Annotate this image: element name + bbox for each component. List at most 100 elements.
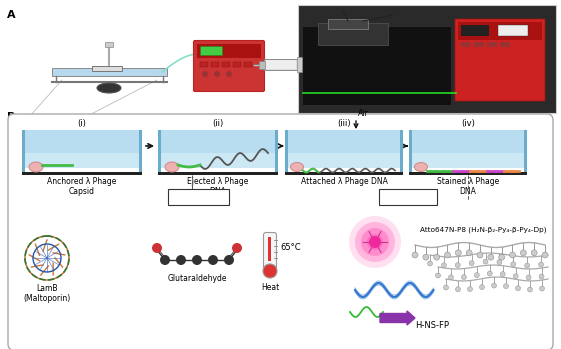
Bar <box>25 130 139 153</box>
Text: Ejection: Ejection <box>182 192 216 201</box>
Text: Heat: Heat <box>261 283 279 292</box>
Circle shape <box>466 250 472 256</box>
Circle shape <box>516 286 521 291</box>
Text: Ejected λ Phage
DNA: Ejected λ Phage DNA <box>187 177 249 196</box>
Bar <box>233 62 241 67</box>
Ellipse shape <box>415 163 427 171</box>
Bar <box>158 172 278 175</box>
Circle shape <box>480 285 485 290</box>
Circle shape <box>477 252 483 258</box>
Bar <box>161 130 275 153</box>
Text: Atto647N-P8 (H₂N-β₂-Py₄-β-Py₄-Dp): Atto647N-P8 (H₂N-β₂-Py₄-β-Py₄-Dp) <box>420 227 546 233</box>
Circle shape <box>442 263 447 268</box>
Bar <box>52 68 167 76</box>
FancyBboxPatch shape <box>194 40 264 91</box>
Bar <box>500 42 510 47</box>
Circle shape <box>160 255 170 265</box>
Text: (i): (i) <box>77 119 86 128</box>
Bar <box>158 130 161 172</box>
Circle shape <box>488 254 494 260</box>
Text: Staining: Staining <box>391 192 426 201</box>
Bar <box>264 59 299 70</box>
Circle shape <box>369 236 381 248</box>
Circle shape <box>474 273 479 278</box>
Circle shape <box>531 250 537 256</box>
Bar <box>285 130 288 172</box>
Bar <box>22 130 25 172</box>
Bar <box>266 60 296 69</box>
Bar <box>409 172 527 175</box>
FancyBboxPatch shape <box>379 188 438 205</box>
Circle shape <box>208 255 218 265</box>
Circle shape <box>263 264 277 278</box>
Bar <box>200 46 222 55</box>
Bar <box>200 62 208 67</box>
Circle shape <box>176 255 186 265</box>
Bar <box>474 42 484 47</box>
Circle shape <box>500 272 505 277</box>
Bar <box>400 130 403 172</box>
Circle shape <box>526 275 531 280</box>
Circle shape <box>434 254 440 260</box>
Circle shape <box>539 262 544 267</box>
Bar <box>269 237 272 261</box>
Circle shape <box>448 275 453 280</box>
Bar <box>487 42 497 47</box>
Circle shape <box>491 283 496 288</box>
Bar <box>409 130 412 172</box>
Bar <box>458 22 542 40</box>
Circle shape <box>509 252 516 258</box>
Bar <box>211 62 219 67</box>
Bar <box>288 130 400 153</box>
Circle shape <box>456 287 461 292</box>
FancyBboxPatch shape <box>455 19 545 101</box>
Circle shape <box>504 284 508 289</box>
Text: (iii): (iii) <box>337 119 351 128</box>
Bar <box>161 153 275 168</box>
Circle shape <box>435 273 440 278</box>
Text: A: A <box>7 10 16 20</box>
Text: Attached λ Phage DNA: Attached λ Phage DNA <box>301 177 388 186</box>
Circle shape <box>456 250 461 256</box>
Ellipse shape <box>97 83 121 93</box>
Text: LamB
(Maltoporin): LamB (Maltoporin) <box>24 284 71 303</box>
Bar <box>461 25 489 36</box>
Circle shape <box>461 275 466 280</box>
Circle shape <box>456 262 460 268</box>
Circle shape <box>367 234 383 250</box>
Bar <box>412 153 524 168</box>
Circle shape <box>355 222 395 262</box>
FancyBboxPatch shape <box>168 188 229 205</box>
Circle shape <box>444 285 448 290</box>
FancyBboxPatch shape <box>264 232 277 269</box>
Bar <box>298 5 556 113</box>
Bar <box>288 153 400 168</box>
Circle shape <box>488 271 492 276</box>
Bar <box>22 172 142 175</box>
Circle shape <box>511 262 516 267</box>
Text: H-NS-FP: H-NS-FP <box>415 321 449 331</box>
Circle shape <box>525 263 530 268</box>
Bar <box>303 27 451 105</box>
Bar <box>328 19 368 29</box>
Circle shape <box>226 71 232 77</box>
Circle shape <box>361 228 389 256</box>
Circle shape <box>192 255 202 265</box>
Text: Air: Air <box>358 109 369 118</box>
Ellipse shape <box>29 162 43 172</box>
Bar <box>412 130 524 153</box>
Bar <box>222 62 230 67</box>
Bar <box>197 44 261 58</box>
Circle shape <box>214 71 220 77</box>
Text: (ii): (ii) <box>213 119 224 128</box>
Bar <box>275 130 278 172</box>
Bar <box>498 25 528 36</box>
Text: (iv): (iv) <box>461 119 475 128</box>
Circle shape <box>483 259 488 264</box>
Circle shape <box>497 260 502 265</box>
Bar <box>297 57 302 72</box>
Circle shape <box>423 254 429 260</box>
Circle shape <box>527 287 532 292</box>
Text: 65°C: 65°C <box>280 243 301 252</box>
Circle shape <box>499 254 505 260</box>
